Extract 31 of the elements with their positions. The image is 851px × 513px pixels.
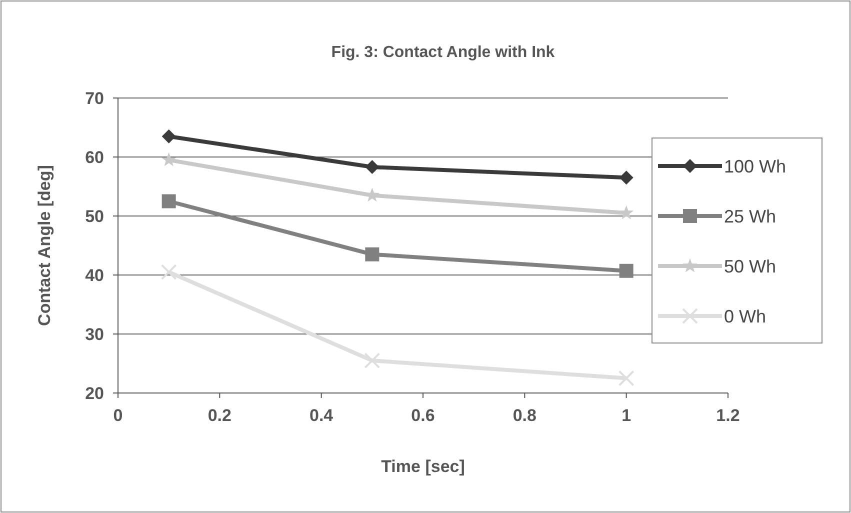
y-axis-title: Contact Angle [deg] [35,165,54,326]
legend-label: 25 Wh [724,206,776,226]
y-tick-label: 70 [85,88,104,108]
y-tick-label: 40 [85,266,104,285]
point [365,247,380,262]
chart-title: Fig. 3: Contact Angle with Ink [331,44,555,61]
x-tick-label: 0.8 [512,406,536,425]
point [619,170,634,185]
point [364,352,380,369]
x-tick-label: 0.2 [208,406,232,425]
x-tick-label: 0.4 [310,406,334,425]
point [619,205,634,220]
x-tick-label: 1.2 [716,406,740,425]
point [162,129,176,144]
y-tick-label: 20 [85,384,104,403]
legend-label: 100 Wh [724,156,786,176]
y-tick-label: 50 [85,206,104,226]
point [365,160,380,174]
legend-label: 0 Wh [724,306,766,326]
x-axis-title: Time [sec] [381,457,465,476]
point [619,264,634,278]
legend-label: 50 Wh [724,256,776,276]
point [160,264,177,280]
y-tick-label: 30 [85,324,104,344]
point [618,370,634,386]
x-tick-label: 0.6 [411,406,435,425]
x-tick-label: 1 [622,406,632,425]
point [162,194,176,208]
point [162,152,176,166]
x-tick-label: 0 [113,406,123,425]
y-tick-label: 60 [85,148,104,167]
